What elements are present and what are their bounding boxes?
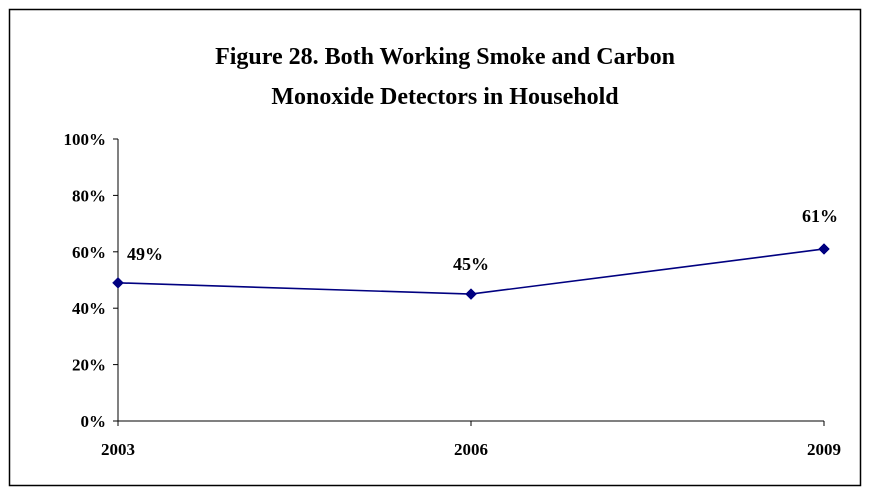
data-point-marker — [112, 276, 124, 289]
chart-title-line-1: Figure 28. Both Working Smoke and Carbon — [215, 44, 675, 70]
data-labels-group: 49% 45% 61% — [127, 206, 838, 274]
y-tick-label: 100% — [64, 130, 107, 149]
data-point-marker — [465, 288, 477, 300]
y-tick-label: 20% — [72, 356, 106, 375]
data-label: 61% — [802, 206, 838, 226]
x-tick-label: 2006 — [454, 440, 488, 459]
data-point-marker — [818, 243, 830, 255]
y-tick-label: 80% — [72, 186, 106, 205]
chart-border — [8, 8, 862, 487]
chart-title-line-2: Monoxide Detectors in Household — [271, 84, 619, 110]
data-label: 49% — [127, 244, 163, 264]
y-tick-label: 60% — [72, 243, 106, 262]
y-tick-label: 0% — [81, 412, 107, 431]
x-axis-ticks: 2003 2006 2009 — [101, 421, 841, 459]
series-group — [112, 243, 830, 300]
y-tick-label: 40% — [72, 299, 106, 318]
x-tick-label: 2003 — [101, 440, 135, 459]
data-label: 45% — [453, 254, 489, 274]
x-tick-label: 2009 — [807, 440, 841, 459]
y-axis-ticks: 0% 20% 40% 60% 80% 100% — [64, 130, 118, 431]
